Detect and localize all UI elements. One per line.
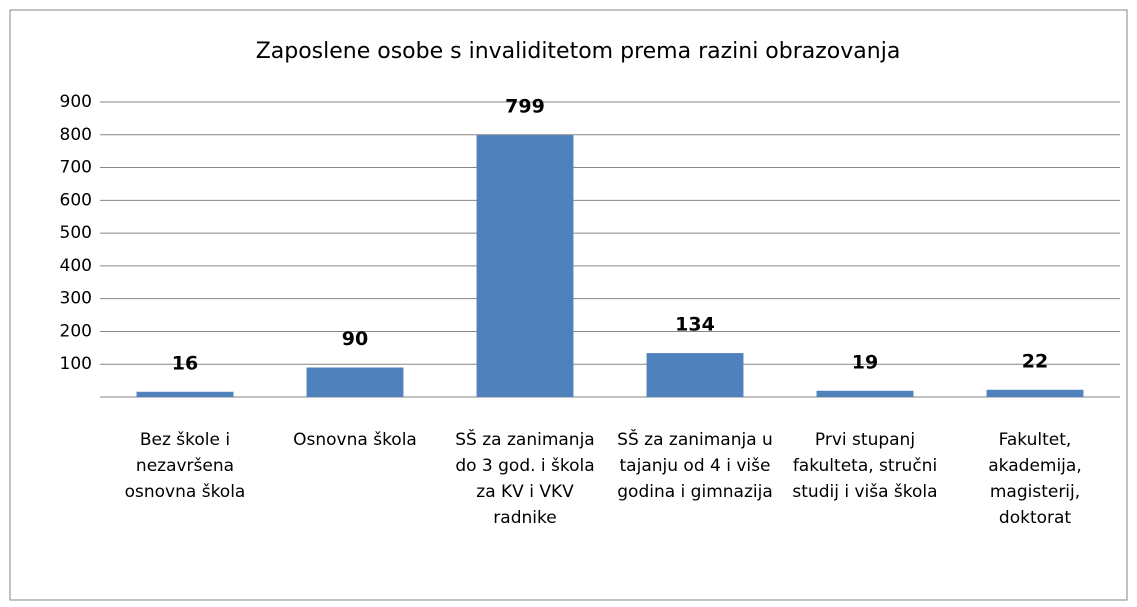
x-tick-label: SŠ za zanimanja do 3 god. i škola za KV … (455, 430, 595, 528)
bar (816, 390, 914, 397)
x-tick-label: Osnovna škola (293, 430, 417, 450)
bar (306, 367, 404, 397)
y-tick-label: 500 (60, 223, 92, 243)
x-tick-label: Bez škole i nezavršena osnovna škola (124, 430, 246, 502)
x-tick-label: Fakultet, akademija, magisterij, doktora… (988, 430, 1082, 528)
value-label: 16 (172, 352, 198, 374)
bar (986, 389, 1084, 397)
value-label: 22 (1022, 350, 1048, 372)
chart-title: Zaposlene osobe s invaliditetom prema ra… (256, 39, 901, 64)
value-label: 799 (505, 96, 545, 118)
value-label: 134 (675, 314, 715, 336)
y-tick-label: 300 (60, 289, 92, 309)
bar (136, 391, 234, 397)
y-tick-label: 200 (60, 321, 92, 341)
value-label: 90 (342, 328, 368, 350)
y-tick-label: 400 (60, 256, 92, 276)
y-tick-label: 600 (60, 190, 92, 210)
y-tick-label: 900 (60, 92, 92, 112)
x-tick-label: Prvi stupanj fakulteta, stručni studij i… (792, 430, 938, 502)
value-label: 19 (852, 351, 878, 373)
y-tick-label: 100 (60, 354, 92, 374)
y-tick-label: 800 (60, 125, 92, 145)
y-tick-label: 700 (60, 158, 92, 178)
bar (646, 353, 744, 397)
x-tick-label: SŠ za zanimanja u tajanju od 4 i više go… (617, 430, 773, 502)
bar (476, 135, 574, 397)
